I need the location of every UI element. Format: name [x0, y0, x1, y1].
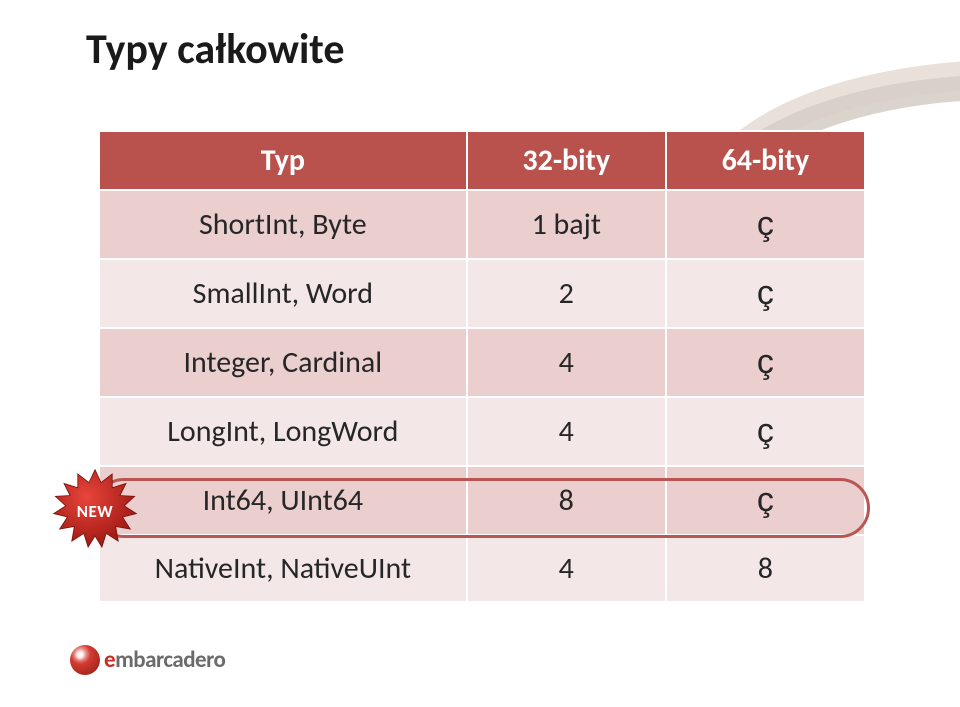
same-arrow-icon: ç [757, 274, 774, 312]
logo-prefix: e [104, 646, 115, 674]
table-row: Integer, Cardinal 4 ç [99, 328, 865, 397]
cell-type: ShortInt, Byte [99, 190, 467, 259]
col-64bit: 64-bity [666, 131, 865, 190]
table-header-row: Typ 32-bity 64-bity [99, 131, 865, 190]
cell-type: SmallInt, Word [99, 259, 467, 328]
table-row: Int64, UInt64 8 ç [99, 466, 865, 535]
embarcadero-logo: embarcadero [70, 645, 225, 675]
table-row: NativeInt, NativeUInt 4 8 [99, 535, 865, 602]
cell-64: ç [666, 328, 865, 397]
cell-64: 8 [666, 535, 865, 602]
types-table: Typ 32-bity 64-bity ShortInt, Byte 1 baj… [98, 130, 866, 603]
cell-type: Integer, Cardinal [99, 328, 467, 397]
logo-rest: mbarcadero [115, 646, 225, 674]
cell-32: 1 bajt [467, 190, 666, 259]
same-arrow-icon: ç [757, 412, 774, 450]
table-row: ShortInt, Byte 1 bajt ç [99, 190, 865, 259]
table-row: LongInt, LongWord 4 ç [99, 397, 865, 466]
cell-32: 4 [467, 397, 666, 466]
slide-title: Typy całkowite [86, 24, 344, 75]
col-32bit: 32-bity [467, 131, 666, 190]
cell-64: ç [666, 397, 865, 466]
cell-64: ç [666, 259, 865, 328]
cell-type: LongInt, LongWord [99, 397, 467, 466]
logo-orb-icon [70, 645, 100, 675]
cell-32: 4 [467, 535, 666, 602]
same-arrow-icon: ç [757, 205, 774, 243]
cell-64: ç [666, 190, 865, 259]
table-row: SmallInt, Word 2 ç [99, 259, 865, 328]
same-arrow-icon: ç [757, 343, 774, 381]
col-type: Typ [99, 131, 467, 190]
cell-32: 8 [467, 466, 666, 535]
logo-text: embarcadero [104, 646, 225, 674]
same-arrow-icon: ç [757, 481, 774, 519]
cell-type: NativeInt, NativeUInt [99, 535, 467, 602]
cell-64: ç [666, 466, 865, 535]
cell-type: Int64, UInt64 [99, 466, 467, 535]
cell-32: 4 [467, 328, 666, 397]
cell-32: 2 [467, 259, 666, 328]
